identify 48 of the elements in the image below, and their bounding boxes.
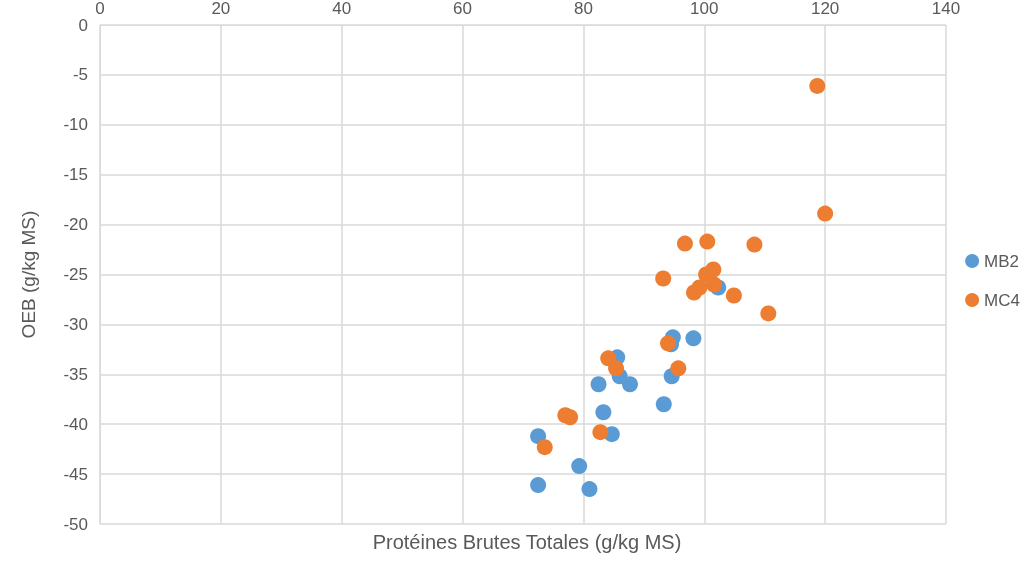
point bbox=[705, 276, 722, 293]
y-tick-label: -10 bbox=[63, 115, 88, 135]
point bbox=[676, 235, 693, 252]
point bbox=[655, 270, 672, 287]
point bbox=[595, 404, 612, 421]
point bbox=[592, 424, 609, 441]
legend-label: MC4 bbox=[984, 290, 1021, 310]
point bbox=[621, 376, 638, 393]
point bbox=[562, 409, 579, 426]
x-tick-label: 20 bbox=[211, 0, 231, 18]
legend-label: MB2 bbox=[984, 251, 1020, 271]
point bbox=[699, 233, 716, 250]
point bbox=[608, 360, 625, 377]
point bbox=[571, 458, 588, 475]
y-tick-label: -15 bbox=[63, 165, 88, 185]
x-tick-label: 0 bbox=[95, 0, 105, 18]
point bbox=[530, 477, 547, 494]
x-tick-label: 100 bbox=[690, 0, 719, 18]
point bbox=[817, 205, 834, 222]
point bbox=[581, 481, 598, 498]
y-tick-label: -35 bbox=[63, 364, 88, 384]
y-tick-label: 0 bbox=[78, 15, 88, 35]
point bbox=[655, 396, 672, 413]
point bbox=[705, 261, 722, 278]
point bbox=[670, 360, 687, 377]
point bbox=[536, 439, 553, 456]
point bbox=[691, 279, 708, 296]
point bbox=[760, 305, 777, 322]
x-axis-title: Protéines Brutes Totales (g/kg MS) bbox=[372, 531, 682, 553]
point bbox=[530, 428, 547, 445]
y-tick-label: -50 bbox=[63, 514, 88, 534]
point bbox=[809, 77, 826, 94]
point bbox=[725, 287, 742, 304]
x-tick-label: 60 bbox=[453, 0, 473, 18]
y-axis-title: OEB (g/kg MS) bbox=[18, 210, 39, 339]
point bbox=[590, 376, 607, 393]
x-tick-label: 40 bbox=[332, 0, 352, 18]
y-tick-label: -30 bbox=[63, 314, 88, 334]
y-tick-label: -20 bbox=[63, 215, 88, 235]
x-tick-label: 80 bbox=[573, 0, 593, 18]
x-tick-label: 120 bbox=[810, 0, 840, 18]
point bbox=[746, 236, 763, 253]
point bbox=[685, 330, 702, 347]
y-tick-label: -45 bbox=[63, 464, 88, 484]
x-tick-label: 140 bbox=[931, 0, 961, 18]
y-tick-label: -25 bbox=[63, 265, 88, 284]
y-tick-label: -40 bbox=[63, 414, 88, 434]
y-tick-label: -5 bbox=[72, 65, 88, 85]
